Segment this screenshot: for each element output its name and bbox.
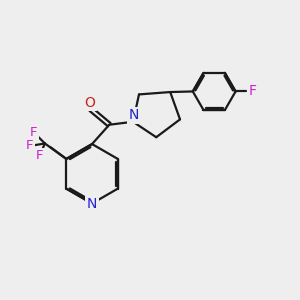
Text: O: O [84, 96, 95, 110]
Text: N: N [128, 108, 139, 122]
Text: F: F [36, 149, 43, 162]
Text: F: F [248, 84, 256, 98]
Text: F: F [30, 126, 38, 139]
Text: N: N [87, 197, 97, 211]
Text: F: F [26, 139, 33, 152]
